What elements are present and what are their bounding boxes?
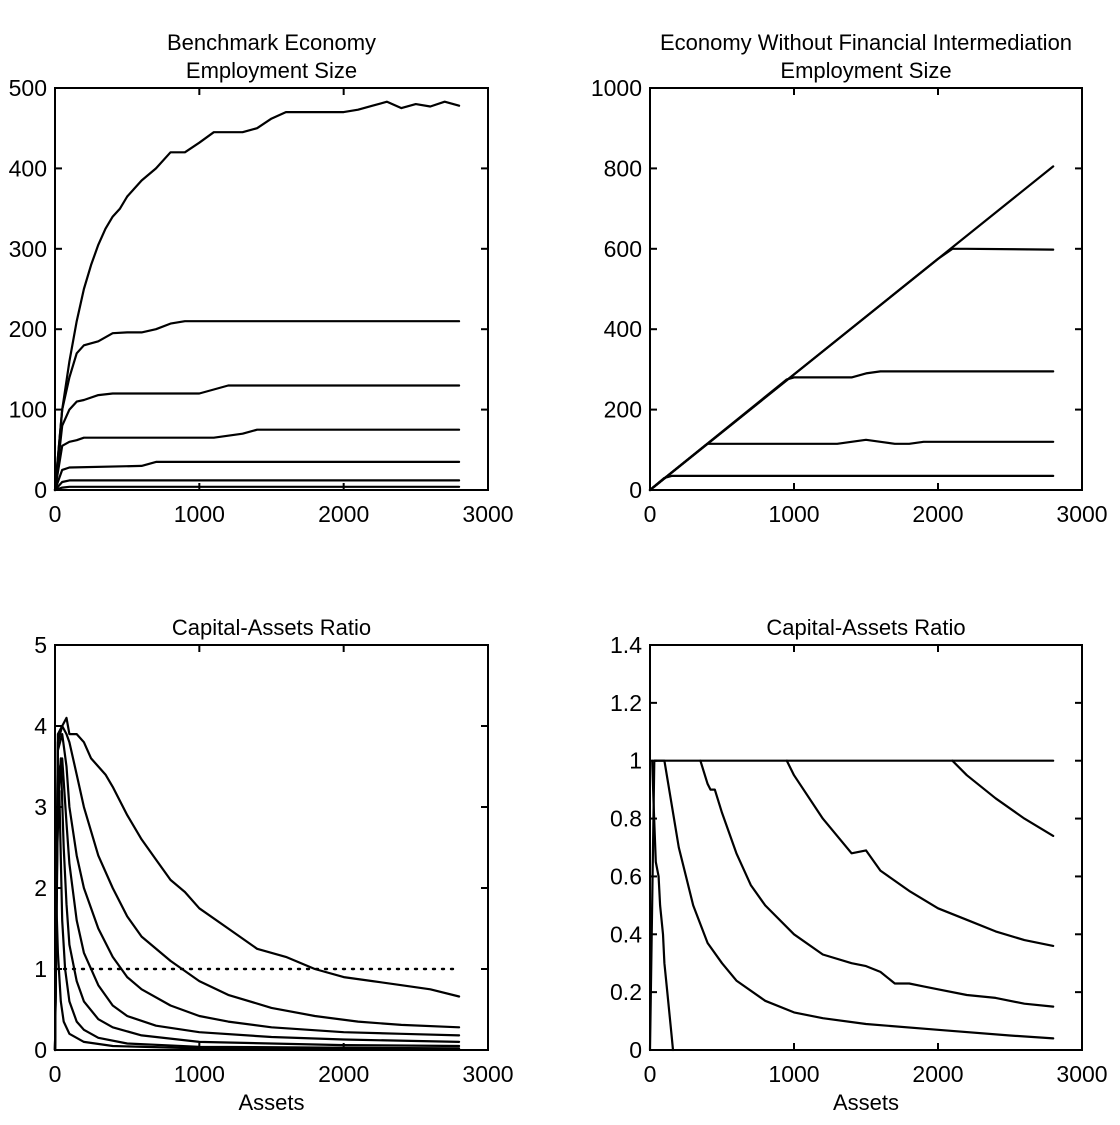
x-tick-label: 3000 [1056,501,1107,527]
x-tick-label: 0 [49,501,62,527]
y-tick-label: 100 [9,397,47,423]
series-line-6 [53,479,461,492]
y-tick-label: 800 [604,155,642,181]
axes-frame [54,644,489,1051]
x-tick-label: 0 [49,1061,62,1087]
y-tick-label: 0 [629,1037,642,1063]
axes-frame [54,87,489,491]
y-tick-label: 1 [34,956,47,982]
y-tick-label: 1.2 [610,690,642,716]
series-line-5 [53,460,461,492]
y-tick-label: 400 [604,316,642,342]
series-line-3 [648,370,1055,492]
chart-title: Employment Size [186,58,357,83]
x-tick-label: 1000 [768,501,819,527]
series-line-4 [53,757,461,1052]
y-tick-label: 400 [9,155,47,181]
y-tick-label: 0.8 [610,806,642,832]
y-tick-label: 1000 [591,75,642,101]
y-tick-label: 0 [629,477,642,503]
series-line-3 [785,759,1055,948]
series-line-7 [53,485,461,492]
x-tick-label: 2000 [318,1061,369,1087]
axes-frame [649,644,1083,1051]
series-line-6 [53,789,461,1052]
x-tick-label: 2000 [912,1061,963,1087]
axes-frame [649,87,1083,491]
series-line-5 [648,474,1055,492]
x-tick-label: 2000 [318,501,369,527]
x-tick-label: 0 [644,1061,657,1087]
series-line-2 [53,320,461,492]
chart-title: Economy Without Financial Intermediation [660,30,1072,55]
x-tick-label: 3000 [462,1061,513,1087]
y-tick-label: 0 [34,1037,47,1063]
series-line-7 [53,903,461,1052]
series-line-2 [648,247,1055,492]
chart-title: Capital-Assets Ratio [766,615,965,640]
panel-no-intermediation-employment: Economy Without Financial Intermediation… [591,30,1108,527]
chart-title: Benchmark Economy [167,30,376,55]
series-line-1 [648,759,1055,1052]
series-line-4 [53,428,461,492]
series-line-4 [648,438,1055,492]
x-tick-label: 0 [644,501,657,527]
panel-no-intermediation-capital-assets-ratio: Capital-Assets Ratio 0 1000 2000 3000 0 0.2 0.4… [610,615,1108,1115]
y-tick-label: 1.4 [610,632,642,658]
y-tick-label: 0.6 [610,863,642,889]
series-line-2 [951,759,1055,838]
y-tick-label: 1 [629,748,642,774]
series-line-5 [653,759,1055,1040]
y-tick-label: 2 [34,875,47,901]
y-tick-label: 200 [9,316,47,342]
y-tick-label: 200 [604,397,642,423]
series-line-6 [651,759,675,1052]
x-tick-label: 3000 [462,501,513,527]
chart-title: Employment Size [780,58,951,83]
series-line-4 [699,759,1055,1008]
y-tick-label: 0.4 [610,921,642,947]
x-axis-label: Assets [833,1090,899,1115]
x-tick-label: 1000 [174,1061,225,1087]
y-tick-label: 500 [9,75,47,101]
series-line-2 [53,724,461,1052]
y-tick-label: 5 [34,632,47,658]
x-tick-label: 2000 [912,501,963,527]
y-tick-label: 600 [604,236,642,262]
y-tick-label: 0.2 [610,979,642,1005]
series-line-1 [53,716,461,1052]
series-line-5 [53,757,461,1052]
panel-benchmark-capital-assets-ratio: Capital-Assets Ratio 0 1000 2000 3000 0 1 2 3 4 5 A… [34,615,513,1115]
y-tick-label: 0 [34,477,47,503]
series-line-1 [53,100,461,492]
x-axis-label: Assets [238,1090,304,1115]
series-line-3 [53,384,461,492]
y-tick-label: 3 [34,794,47,820]
series-line-3 [53,732,461,1052]
x-tick-label: 3000 [1056,1061,1107,1087]
x-tick-label: 1000 [768,1061,819,1087]
y-tick-label: 300 [9,236,47,262]
x-tick-label: 1000 [174,501,225,527]
chart-title: Capital-Assets Ratio [172,615,371,640]
y-tick-label: 4 [34,713,47,739]
